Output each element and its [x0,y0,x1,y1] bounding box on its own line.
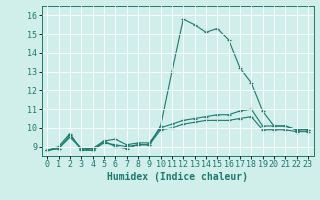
X-axis label: Humidex (Indice chaleur): Humidex (Indice chaleur) [107,172,248,182]
